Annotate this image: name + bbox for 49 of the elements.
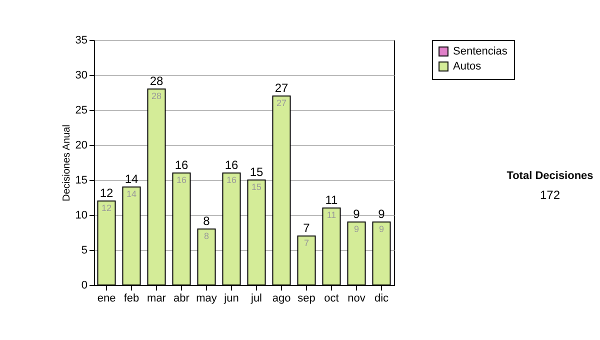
- y-tick-label: 30: [75, 70, 88, 82]
- total-label: 27: [274, 81, 288, 95]
- data-label: 27: [276, 98, 287, 108]
- total-label: 7: [303, 221, 310, 235]
- data-label: 12: [101, 203, 112, 213]
- y-tick-label: 10: [75, 210, 88, 222]
- data-label: 8: [204, 231, 210, 241]
- y-axis-title: Decisiones Anual: [61, 124, 72, 202]
- data-label: 14: [126, 189, 137, 199]
- total-label: 12: [100, 186, 114, 200]
- data-label: 9: [378, 224, 384, 234]
- x-tick-label: sep: [298, 292, 316, 304]
- data-label: 9: [354, 224, 360, 234]
- data-label: 7: [304, 238, 310, 248]
- x-tick-label: abr: [174, 292, 190, 304]
- y-tick-label: 35: [75, 34, 88, 46]
- x-tick-label: jun: [223, 292, 239, 304]
- y-tick-label: 5: [81, 244, 88, 256]
- total-label: 16: [174, 158, 188, 172]
- data-label: 11: [326, 210, 336, 220]
- y-tick-label: 15: [75, 174, 88, 186]
- x-tick-label: may: [196, 292, 218, 304]
- total-label: 14: [124, 172, 138, 186]
- x-tick-label: ago: [272, 292, 291, 304]
- total-label: 9: [353, 207, 360, 221]
- x-tick-label: jul: [250, 292, 262, 304]
- x-tick-label: mar: [147, 292, 166, 304]
- x-tick-label: feb: [124, 292, 140, 304]
- total-label: 9: [378, 207, 386, 221]
- data-label: 16: [226, 175, 237, 185]
- text: Total Decisiones: [506, 170, 594, 182]
- legend-label: Sentencias: [453, 46, 508, 58]
- y-tick-label: 0: [81, 280, 88, 292]
- total-label: 15: [250, 165, 264, 179]
- data-label: 15: [251, 182, 262, 192]
- y-tick-label: 25: [75, 104, 88, 116]
- text: 172: [538, 188, 562, 202]
- x-tick-label: nov: [348, 292, 366, 304]
- data-label: 16: [176, 175, 187, 185]
- total-label: 28: [150, 74, 164, 88]
- total-label: 11: [325, 193, 338, 207]
- total-label: 16: [224, 158, 238, 172]
- total-label: 8: [203, 214, 210, 228]
- legend-label: Autos: [453, 60, 482, 72]
- x-tick-label: oct: [324, 292, 339, 304]
- y-tick-label: 20: [75, 140, 88, 152]
- data-label: 28: [151, 91, 162, 101]
- x-tick-label: ene: [97, 292, 116, 304]
- x-tick-label: dic: [374, 292, 390, 304]
